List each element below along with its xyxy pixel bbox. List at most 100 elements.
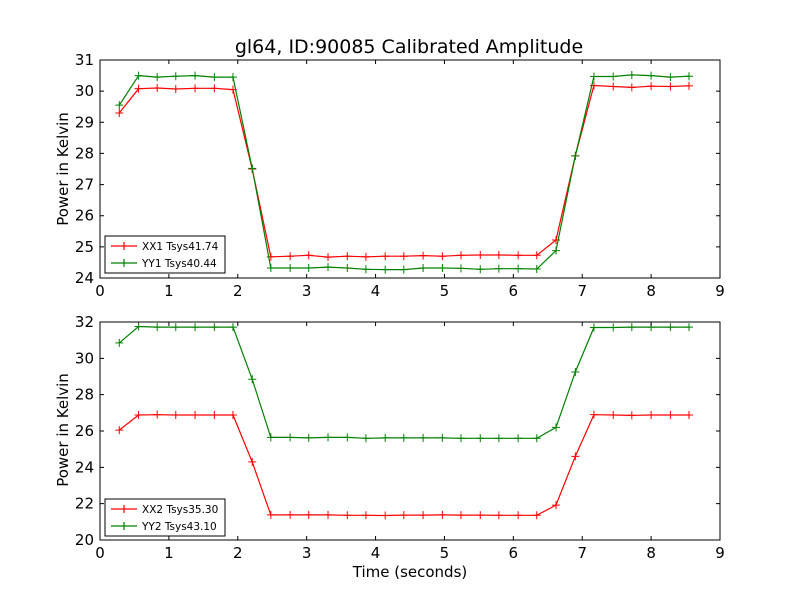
data-point-1-1-19 [476, 434, 485, 443]
data-point-1-1-22 [532, 434, 541, 443]
bottom-y-axis-label: Power in Kelvin [54, 373, 72, 487]
data-point-0-0-20 [494, 250, 503, 259]
data-point-1-0-28 [647, 411, 656, 420]
data-point-0-1-2 [153, 73, 162, 82]
data-point-1-0-1 [134, 411, 143, 420]
data-point-0-0-27 [627, 83, 636, 92]
legend-swatch-0-0 [111, 242, 137, 250]
data-point-0-1-13 [361, 265, 370, 274]
x-tick-label-0-0: 0 [95, 282, 105, 300]
data-point-0-1-5 [210, 73, 219, 82]
data-point-1-1-8 [266, 433, 275, 442]
data-point-1-1-23 [552, 423, 561, 432]
data-point-1-1-13 [361, 434, 370, 443]
data-point-0-1-19 [476, 265, 485, 274]
data-point-0-1-23 [552, 246, 561, 255]
legend-label-1-0: XX2 Tsys35.30 [142, 504, 218, 516]
data-point-0-1-1 [134, 71, 143, 80]
data-point-1-1-7 [248, 375, 257, 384]
data-point-0-1-3 [171, 72, 180, 81]
data-point-0-0-19 [476, 250, 485, 259]
x-tick-label-0-1: 1 [164, 282, 174, 300]
data-point-0-0-18 [456, 251, 465, 260]
y-tick-label-0-7: 31 [75, 51, 94, 69]
data-point-1-1-5 [210, 323, 219, 332]
data-point-1-0-8 [266, 510, 275, 519]
data-point-0-1-27 [627, 70, 636, 79]
data-point-1-0-10 [304, 510, 313, 519]
data-point-0-1-7 [248, 164, 257, 173]
chart-title: gl64, ID:90085 Calibrated Amplitude [235, 36, 583, 58]
data-point-0-0-21 [514, 251, 523, 260]
series-line-0-0 [118, 84, 690, 258]
legend-swatch-1-1 [111, 522, 137, 530]
data-point-1-0-2 [153, 410, 162, 419]
data-point-1-1-9 [286, 433, 295, 442]
x-tick-label-0-7: 7 [577, 282, 587, 300]
data-point-1-1-15 [399, 433, 408, 442]
data-point-0-1-10 [304, 264, 313, 273]
data-point-0-0-5 [210, 84, 219, 93]
data-point-0-1-15 [399, 265, 408, 274]
data-point-1-0-7 [248, 457, 257, 466]
data-point-1-0-3 [171, 411, 180, 420]
data-point-0-1-9 [286, 264, 295, 273]
data-point-0-1-11 [324, 263, 333, 272]
data-point-0-1-24 [571, 151, 580, 160]
data-point-1-0-26 [609, 411, 618, 420]
data-point-1-0-11 [324, 510, 333, 519]
x-tick-label-0-9: 9 [715, 282, 725, 300]
data-point-0-0-2 [153, 84, 162, 93]
data-point-1-1-0 [115, 338, 124, 347]
data-point-1-1-3 [171, 323, 180, 332]
data-point-0-0-10 [304, 251, 313, 260]
data-point-0-0-26 [609, 82, 618, 91]
data-point-0-1-21 [514, 264, 523, 273]
data-point-0-0-3 [171, 84, 180, 93]
data-point-1-1-12 [343, 433, 352, 442]
data-point-1-0-29 [666, 411, 675, 420]
data-point-1-1-20 [494, 434, 503, 443]
data-point-0-0-11 [324, 253, 333, 262]
data-point-1-0-0 [115, 426, 124, 435]
data-point-1-0-17 [438, 510, 447, 519]
data-point-0-0-0 [115, 108, 124, 117]
legend-swatch-0-1 [111, 259, 137, 267]
data-point-1-0-16 [419, 511, 428, 520]
x-tick-label-1-6: 6 [509, 544, 519, 562]
y-tick-label-1-2: 24 [75, 458, 94, 476]
legend-label-1-1: YY2 Tsys43.10 [141, 521, 217, 533]
data-point-1-0-25 [589, 410, 598, 419]
y-tick-label-0-0: 24 [75, 269, 94, 287]
legend-0: XX1 Tsys41.74 YY1 Tsys40.44 [104, 235, 226, 274]
data-point-0-0-17 [438, 252, 447, 261]
data-point-1-0-22 [532, 511, 541, 520]
x-tick-label-0-5: 5 [440, 282, 450, 300]
data-point-0-1-28 [647, 71, 656, 80]
top-panel: 0 1 2 3 4 5 6 7 8 9 24 25 26 27 28 29 30 31 XX1 Tsys41.74 Y… [75, 51, 725, 300]
legend-box-1 [104, 498, 226, 537]
data-point-0-1-30 [685, 72, 693, 81]
data-point-1-0-12 [343, 511, 352, 520]
x-axis-label: Time (seconds) [352, 563, 468, 581]
data-point-0-0-30 [685, 81, 693, 90]
data-point-1-0-19 [476, 511, 485, 520]
data-point-1-1-16 [419, 433, 428, 442]
data-point-0-0-13 [361, 252, 370, 261]
x-tick-label-1-8: 8 [646, 544, 656, 562]
x-tick-label-1-0: 0 [95, 544, 105, 562]
data-point-1-1-11 [324, 433, 333, 442]
y-tick-label-0-3: 27 [75, 176, 94, 194]
data-point-1-0-18 [456, 511, 465, 520]
data-point-0-1-6 [228, 73, 237, 82]
data-point-1-0-14 [381, 511, 390, 520]
y-tick-label-1-6: 32 [75, 313, 94, 331]
data-point-0-0-1 [134, 84, 143, 93]
data-point-1-1-27 [627, 323, 636, 332]
data-point-1-0-27 [627, 411, 636, 420]
data-point-1-0-15 [399, 511, 408, 520]
data-point-0-1-0 [115, 101, 124, 110]
data-point-0-0-9 [286, 252, 295, 261]
legend-box-0 [104, 235, 226, 274]
data-point-1-1-21 [514, 434, 523, 443]
